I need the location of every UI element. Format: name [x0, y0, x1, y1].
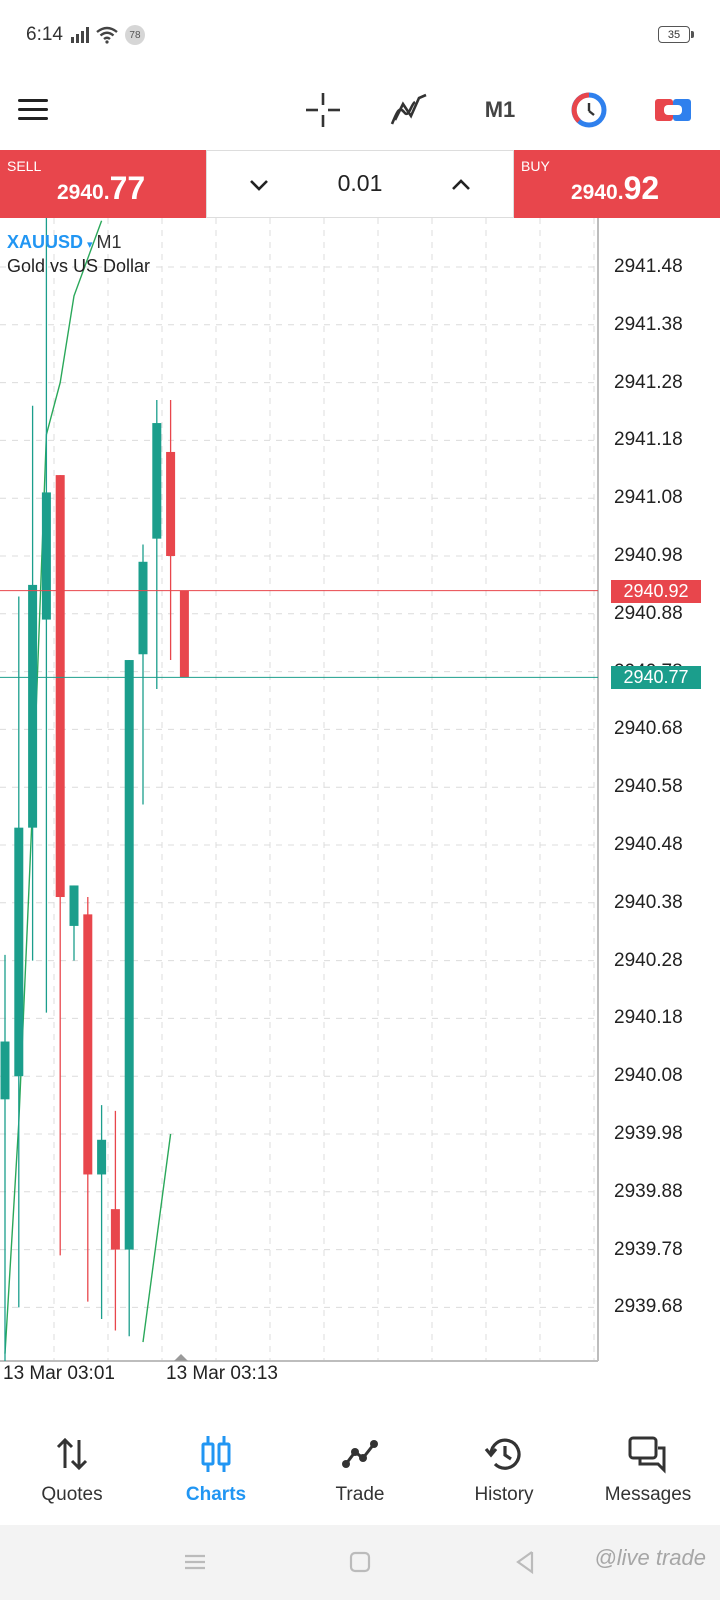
symbol-timeframe: M1 — [96, 232, 122, 252]
price-axis-label: 2940.88 — [614, 602, 683, 624]
candle-bearish — [166, 451, 176, 556]
chevron-down-icon — [250, 180, 268, 191]
wifi-icon — [96, 26, 118, 44]
candle-bearish — [179, 590, 189, 678]
one-click-trading-icon[interactable] — [650, 82, 696, 138]
buy-label: BUY — [521, 158, 550, 174]
candle-bullish — [28, 584, 38, 828]
nav-label: History — [474, 1484, 534, 1505]
lot-decrease-button[interactable] — [239, 165, 279, 205]
candle-bullish — [124, 660, 134, 1250]
time-axis-label: 13 Mar 03:01 — [3, 1363, 115, 1384]
candle-bullish — [41, 492, 51, 620]
lot-size-control: 0.01 — [206, 150, 514, 218]
candle-bearish — [110, 1209, 120, 1250]
battery-level: 35 — [667, 28, 681, 41]
nav-charts[interactable]: Charts — [144, 1420, 288, 1525]
price-axis-label: 2941.48 — [614, 256, 683, 277]
sell-button[interactable]: SELL 2940.77 — [0, 150, 206, 218]
timeframe-label: M1 — [484, 97, 516, 122]
buy-price: 2940.92 — [571, 170, 659, 207]
symbol-description: Gold vs US Dollar — [7, 256, 151, 276]
lot-increase-button[interactable] — [441, 165, 481, 205]
objects-icon[interactable] — [566, 82, 612, 138]
nav-quotes[interactable]: Quotes — [0, 1420, 144, 1525]
candlestick-chart[interactable] — [0, 218, 720, 1388]
nav-label: Trade — [335, 1484, 385, 1505]
status-time: 6:14 — [26, 24, 63, 45]
time-axis-label: 13 Mar 03:13 — [166, 1363, 278, 1384]
price-axis-label: 2940.68 — [614, 718, 683, 740]
candle-bullish — [138, 561, 148, 655]
price-axis-label: 2940.38 — [614, 891, 683, 913]
candle-bullish — [0, 1041, 10, 1100]
nav-history[interactable]: History — [432, 1420, 576, 1525]
candle-bullish — [152, 423, 162, 539]
status-icons: 78 — [70, 25, 145, 45]
signal-icon — [70, 27, 89, 43]
candle-bearish — [55, 475, 65, 898]
system-navigation-bar: @live trade — [0, 1525, 720, 1600]
network-speed-badge: 78 — [124, 25, 145, 45]
nav-messages[interactable]: Messages — [576, 1420, 720, 1525]
trade-icon — [342, 1440, 378, 1468]
symbol-dropdown-icon[interactable]: ▾ — [87, 239, 93, 251]
price-axis-label: 2940.28 — [614, 949, 683, 971]
price-axis-label: 2940.48 — [614, 834, 683, 855]
price-axis-label: 2940.18 — [614, 1007, 683, 1029]
bottom-navigation: Quotes Charts Trade History Messages — [0, 1420, 720, 1525]
recents-icon[interactable] — [180, 1547, 210, 1577]
nav-label: Messages — [604, 1484, 692, 1505]
sell-price-prefix: 2940. — [57, 181, 110, 204]
price-axis-label: 2939.78 — [614, 1238, 683, 1260]
moving-average-line — [142, 1133, 172, 1343]
price-axis-label: 2941.18 — [614, 429, 683, 451]
chart-area[interactable]: XAUUSD ▾ M1 Gold vs US Dollar 2941.48 2941.… — [0, 218, 720, 1388]
ask-price-tag: 2940.92 — [611, 579, 701, 603]
symbol-header[interactable]: XAUUSD ▾ M1 — [7, 232, 122, 253]
battery-icon: 35 — [658, 26, 694, 43]
candle-bullish — [14, 827, 24, 1077]
price-axis-label: 2940.58 — [614, 776, 683, 798]
candle-bullish — [97, 1139, 107, 1175]
price-axis-label: 2941.28 — [614, 371, 683, 393]
lot-size-value[interactable]: 0.01 — [337, 170, 383, 196]
sell-price: 2940.77 — [57, 170, 145, 207]
indicators-icon[interactable] — [386, 82, 432, 138]
buy-price-prefix: 2940. — [571, 181, 624, 204]
buy-price-pips: 92 — [623, 170, 660, 206]
crosshair-icon[interactable] — [300, 82, 346, 138]
candle-bullish — [69, 885, 79, 926]
timeframe-button[interactable]: M1 — [470, 82, 530, 138]
nav-label: Charts — [185, 1484, 247, 1505]
price-axis-label: 2939.68 — [614, 1296, 683, 1318]
one-click-trade-panel: SELL 2940.77 0.01 BUY 2940.92 — [0, 150, 720, 218]
quotes-icon — [56, 1437, 88, 1471]
chart-toolbar: M1 — [0, 70, 720, 150]
symbol-name[interactable]: XAUUSD — [7, 232, 84, 252]
nav-trade[interactable]: Trade — [288, 1420, 432, 1525]
chevron-up-icon — [452, 179, 470, 190]
charts-icon — [201, 1436, 231, 1472]
messages-icon — [628, 1436, 666, 1474]
bid-price-tag: 2940.77 — [611, 666, 701, 690]
back-icon[interactable] — [510, 1547, 540, 1577]
status-bar: 6:14 78 35 — [0, 0, 720, 70]
current-time-marker — [174, 1354, 188, 1361]
price-axis-label: 2941.38 — [614, 313, 683, 335]
home-icon[interactable] — [345, 1547, 375, 1577]
price-axis-label: 2939.98 — [614, 1123, 683, 1144]
sell-price-pips: 77 — [109, 170, 146, 206]
price-axis-label: 2940.98 — [614, 545, 683, 566]
nav-label: Quotes — [41, 1484, 103, 1505]
price-axis-label: 2941.08 — [614, 487, 683, 509]
price-axis-label: 2939.88 — [614, 1180, 683, 1202]
sell-label: SELL — [7, 158, 42, 174]
history-icon — [484, 1438, 521, 1470]
candle-bearish — [83, 914, 93, 1175]
menu-icon[interactable] — [16, 82, 52, 138]
watermark: @live trade — [594, 1545, 706, 1570]
buy-button[interactable]: BUY 2940.92 — [514, 150, 720, 218]
price-axis-label: 2940.08 — [614, 1065, 683, 1087]
